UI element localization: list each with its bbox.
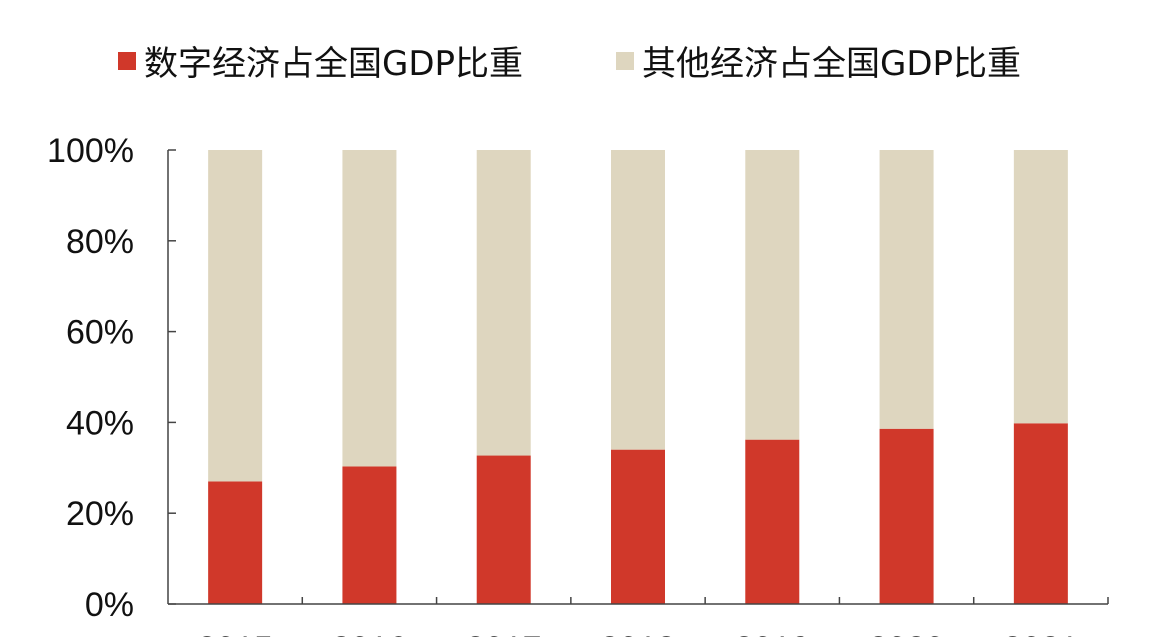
bar-2018-series-1 xyxy=(611,449,665,604)
bar-2015-series-2 xyxy=(208,150,263,482)
x-tick-label: 2019 xyxy=(734,630,810,637)
legend-swatch-2 xyxy=(616,52,634,70)
bar-2020-series-1 xyxy=(879,428,934,604)
bar-2016-series-2 xyxy=(342,150,397,467)
bars xyxy=(208,150,1068,604)
y-tick-label: 100% xyxy=(47,132,134,170)
legend-item-1: 数字经济占全国GDP比重 xyxy=(118,44,523,84)
axes: 0% 20% 40% 60% 80% 100% 2015 2016 2017 2018 2019 20… xyxy=(47,132,1109,637)
y-tick-label: 60% xyxy=(66,314,134,352)
bar-2019-series-1 xyxy=(745,439,800,604)
legend: 数字经济占全国GDP比重 其他经济占全国GDP比重 xyxy=(118,44,1021,84)
bar-2015-series-1 xyxy=(208,481,263,604)
bar-2020-series-2 xyxy=(879,150,934,429)
bar-2021-series-1 xyxy=(1013,423,1068,604)
x-tick-label: 2021 xyxy=(1003,630,1079,637)
x-tick-label: 2015 xyxy=(197,630,273,637)
bar-2017-series-2 xyxy=(476,150,531,456)
y-tick-label: 40% xyxy=(66,404,134,442)
x-tick-label: 2017 xyxy=(466,630,542,637)
legend-swatch-1 xyxy=(118,52,136,70)
legend-label-2: 其他经济占全国GDP比重 xyxy=(642,44,1021,84)
x-tick-label: 2016 xyxy=(332,630,408,637)
bar-2018-series-2 xyxy=(611,150,665,450)
y-tick-label: 20% xyxy=(66,495,134,533)
y-tick-label: 80% xyxy=(66,223,134,261)
bar-2017-series-1 xyxy=(476,455,531,604)
legend-label-1: 数字经济占全国GDP比重 xyxy=(144,44,523,84)
bar-2016-series-1 xyxy=(342,466,397,604)
x-tick-label: 2018 xyxy=(600,630,676,637)
bar-2021-series-2 xyxy=(1013,150,1068,424)
x-tick-label: 2020 xyxy=(869,630,945,637)
bar-2019-series-2 xyxy=(745,150,800,440)
legend-item-2: 其他经济占全国GDP比重 xyxy=(616,44,1021,84)
y-tick-label: 0% xyxy=(85,586,134,624)
